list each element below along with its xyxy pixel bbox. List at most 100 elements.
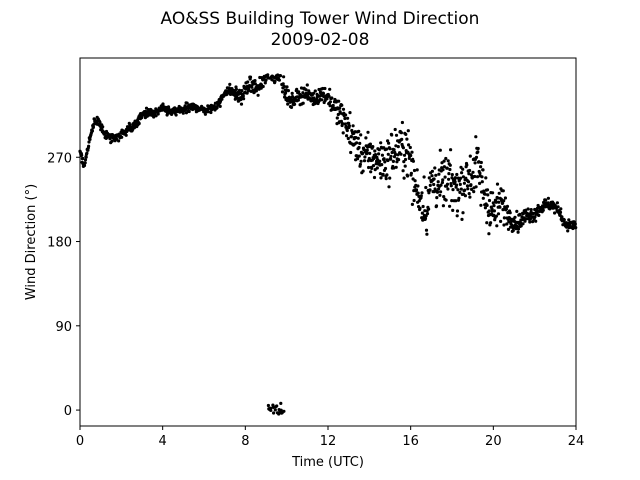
data-point [494, 214, 498, 218]
data-point [358, 141, 362, 145]
data-point [497, 191, 501, 195]
data-point [256, 93, 260, 97]
data-point [80, 153, 84, 157]
data-point [558, 210, 563, 214]
data-point [396, 145, 400, 149]
data-point [404, 132, 408, 136]
data-point [437, 172, 441, 176]
data-point [441, 204, 445, 208]
data-point [321, 92, 326, 96]
data-point [378, 172, 382, 176]
data-point [203, 112, 207, 116]
data-point [156, 112, 160, 116]
data-point [394, 133, 399, 137]
data-point [447, 177, 451, 181]
data-point [239, 97, 243, 102]
data-point [556, 205, 560, 209]
data-point [394, 165, 398, 169]
data-point [461, 175, 465, 179]
data-point [479, 160, 483, 165]
data-point [250, 85, 254, 89]
data-point [388, 176, 392, 180]
data-point [128, 123, 132, 127]
y-axis: 0 90 180 270 [47, 151, 80, 419]
data-point [492, 213, 496, 217]
data-point [351, 124, 355, 128]
data-point [410, 150, 414, 154]
data-point [337, 99, 341, 103]
data-point [349, 150, 353, 155]
data-point [338, 106, 342, 110]
data-point [496, 212, 501, 216]
data-point [467, 192, 471, 196]
data-point [562, 218, 566, 222]
data-point [466, 187, 470, 191]
data-point [497, 200, 501, 204]
data-point [347, 124, 351, 128]
data-point [395, 160, 399, 164]
data-point [491, 201, 495, 205]
data-point [247, 87, 251, 91]
data-point [132, 126, 136, 130]
data-point [392, 148, 396, 152]
data-point [468, 195, 472, 199]
data-point [365, 148, 369, 152]
data-point [276, 73, 280, 77]
data-point [481, 168, 485, 172]
data-point [305, 83, 309, 87]
data-point [480, 180, 484, 184]
data-point [87, 140, 91, 144]
x-tick-label: 24 [568, 434, 585, 449]
data-point [92, 122, 96, 126]
data-point [460, 217, 464, 221]
data-point [154, 114, 158, 118]
data-point [461, 167, 465, 171]
x-tick-label: 4 [159, 434, 167, 449]
data-point [484, 176, 488, 180]
data-point [541, 204, 545, 208]
data-point [87, 144, 91, 148]
data-point [83, 161, 87, 165]
data-point [458, 182, 462, 186]
x-tick-label: 16 [402, 434, 419, 449]
data-point [98, 120, 102, 124]
data-point [402, 176, 406, 180]
data-point [304, 88, 308, 92]
data-point [181, 111, 185, 115]
data-point [445, 166, 449, 170]
chart-subtitle: 2009-02-08 [271, 30, 370, 50]
data-point [451, 188, 455, 192]
data-point [359, 159, 363, 163]
data-point [486, 193, 490, 197]
data-point [501, 201, 505, 205]
x-axis: 0 4 8 12 16 20 24 [76, 426, 584, 449]
data-point [393, 127, 397, 132]
data-point [438, 193, 442, 197]
data-point [388, 147, 392, 151]
data-point [425, 212, 430, 216]
data-point [273, 79, 277, 83]
data-point [368, 142, 372, 146]
data-point [453, 176, 457, 180]
data-point [401, 169, 405, 173]
data-point [282, 409, 286, 413]
data-point [465, 163, 469, 167]
data-point [518, 212, 522, 216]
data-point [433, 166, 437, 170]
data-point [317, 87, 321, 92]
data-point [446, 187, 450, 191]
data-point [383, 160, 387, 164]
data-point [375, 155, 379, 159]
data-point [273, 408, 277, 412]
data-point [345, 134, 349, 138]
data-point [445, 182, 450, 186]
data-point [114, 137, 119, 141]
data-point [510, 219, 514, 223]
data-point [516, 227, 521, 231]
data-point [389, 157, 393, 161]
data-point [90, 129, 94, 133]
data-point [454, 183, 459, 187]
data-point [282, 84, 286, 89]
data-point [85, 151, 89, 155]
data-point [387, 141, 391, 145]
